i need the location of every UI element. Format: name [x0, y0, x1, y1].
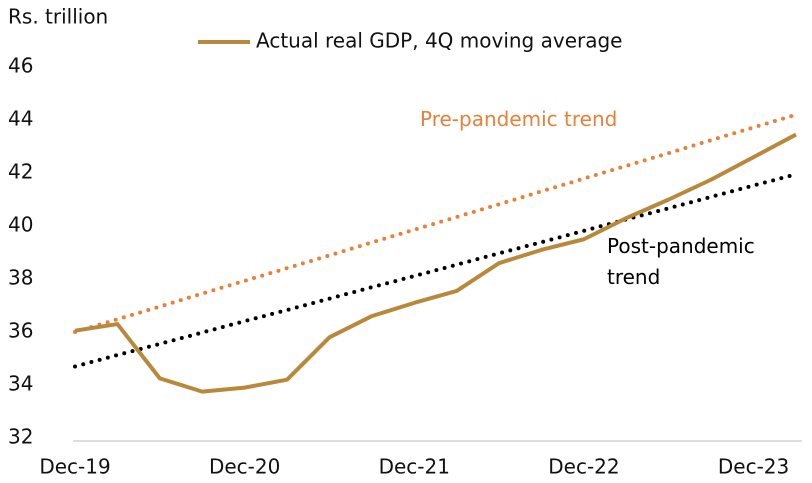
x-tick-label: Dec-21 — [379, 455, 450, 479]
y-tick-label: 34 — [8, 372, 33, 396]
x-tick-label: Dec-23 — [718, 455, 789, 479]
y-axis-label: Rs. trillion — [8, 5, 108, 29]
y-tick-label: 36 — [8, 319, 33, 343]
series-line — [74, 132, 797, 394]
y-tick-label: 44 — [8, 107, 33, 131]
x-tick-label: Dec-20 — [209, 455, 280, 479]
y-tick-label: 42 — [8, 160, 33, 184]
y-tick-label: 40 — [8, 213, 33, 237]
legend-label: Actual real GDP, 4Q moving average — [256, 29, 622, 53]
x-tick-label: Dec-19 — [39, 455, 110, 479]
y-tick-label: 38 — [8, 266, 33, 290]
y-tick-label: 46 — [8, 54, 33, 78]
y-tick-label: 32 — [8, 425, 33, 449]
series-label: Pre-pandemic trend — [420, 107, 618, 131]
x-tick-label: Dec-22 — [548, 455, 619, 479]
series-label: Post-pandemic trend — [607, 234, 755, 289]
series-line — [73, 172, 798, 369]
series-line — [73, 112, 798, 334]
